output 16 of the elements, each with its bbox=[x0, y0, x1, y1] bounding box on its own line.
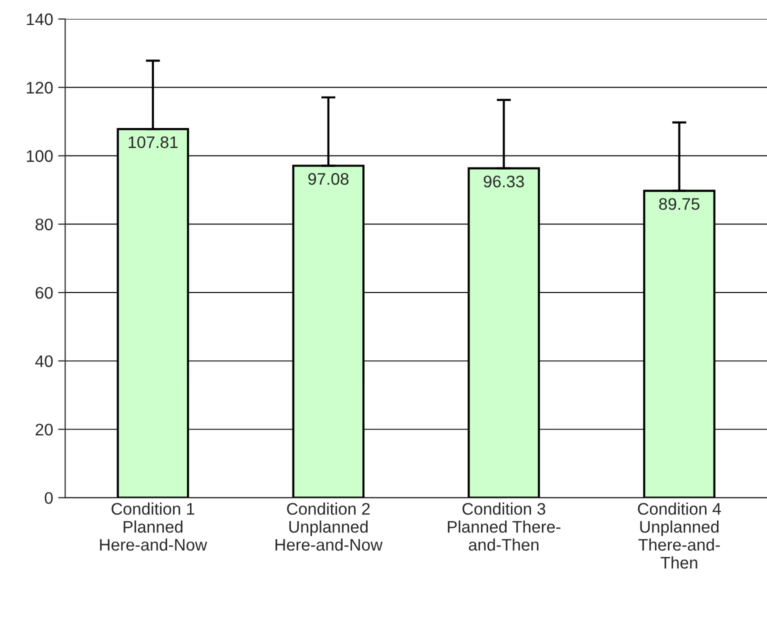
y-tick-label: 20 bbox=[36, 424, 53, 436]
y-tick-label: 100 bbox=[26, 150, 53, 162]
data-label: 107.81 bbox=[128, 136, 178, 148]
data-label: 89.75 bbox=[659, 198, 700, 210]
y-tick-label: 120 bbox=[26, 82, 53, 94]
data-label: 96.33 bbox=[484, 176, 524, 188]
y-tick-label: 140 bbox=[26, 13, 53, 26]
data-label: 97.08 bbox=[308, 173, 349, 185]
y-tick-label: 0 bbox=[44, 492, 53, 504]
y-tick-label: 80 bbox=[36, 218, 53, 230]
x-tick-label: Condition 1 Planned Here-and-Now bbox=[100, 502, 208, 551]
y-tick-label: 60 bbox=[36, 286, 53, 299]
x-tick-label: Condition 2 Unplanned Here-and-Now bbox=[276, 502, 383, 551]
y-tick-label: 40 bbox=[35, 355, 53, 368]
x-tick-label: Condition 3 Planned There- and-Then bbox=[448, 502, 560, 551]
x-tick-label: Condition 4 Unplanned There-and- Then bbox=[638, 502, 721, 569]
